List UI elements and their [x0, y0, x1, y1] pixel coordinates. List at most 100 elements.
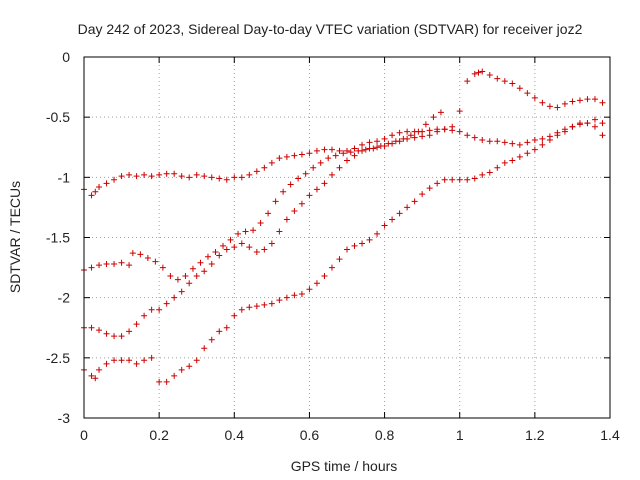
data-point — [197, 259, 204, 266]
data-point — [283, 216, 290, 223]
data-point — [479, 68, 486, 75]
data-point — [268, 240, 275, 247]
data-point — [111, 176, 118, 183]
data-point — [280, 188, 287, 195]
data-point — [276, 228, 283, 235]
data-point — [404, 128, 411, 135]
data-point — [464, 132, 471, 139]
y-tick-label: -0.5 — [46, 109, 70, 125]
data-point — [182, 273, 189, 280]
data-point — [426, 185, 433, 192]
data-point — [328, 146, 335, 153]
data-point — [396, 210, 403, 217]
data-point — [257, 220, 264, 227]
data-point — [163, 170, 170, 177]
data-point — [554, 104, 561, 111]
data-point — [407, 132, 414, 139]
data-point — [167, 273, 174, 280]
data-point — [561, 100, 568, 107]
data-point — [189, 265, 196, 272]
data-point — [576, 120, 583, 127]
data-point — [321, 146, 328, 153]
data-point — [283, 294, 290, 301]
data-point — [201, 345, 208, 352]
data-point — [92, 375, 99, 382]
data-point — [374, 144, 381, 151]
data-point — [118, 173, 125, 180]
data-point — [144, 254, 151, 261]
data-point — [441, 176, 448, 183]
data-points — [81, 68, 606, 385]
data-point — [509, 140, 516, 147]
data-point — [306, 286, 313, 293]
data-point — [111, 260, 118, 267]
data-point — [494, 75, 501, 82]
data-point — [261, 246, 268, 253]
data-point — [464, 176, 471, 183]
data-point — [313, 147, 320, 154]
data-point — [539, 141, 546, 148]
data-point — [569, 123, 576, 130]
data-point — [103, 180, 110, 187]
data-point — [576, 97, 583, 104]
data-point — [96, 183, 103, 190]
data-point — [298, 291, 305, 298]
data-point — [396, 138, 403, 145]
data-point — [501, 139, 508, 146]
data-point — [246, 304, 253, 311]
data-point — [584, 96, 591, 103]
data-point — [261, 164, 268, 171]
y-tick-label: -2 — [58, 290, 71, 306]
data-point — [88, 372, 95, 379]
data-point — [449, 176, 456, 183]
data-point — [208, 174, 215, 181]
data-point — [156, 171, 163, 178]
data-point — [411, 198, 418, 205]
data-point — [178, 288, 185, 295]
data-point — [415, 128, 422, 135]
data-point — [359, 240, 366, 247]
data-point — [204, 253, 211, 260]
data-point — [171, 372, 178, 379]
data-point — [103, 260, 110, 267]
data-point — [88, 324, 95, 331]
data-point — [486, 138, 493, 145]
data-point — [295, 175, 302, 182]
grid — [84, 57, 610, 418]
data-point — [306, 192, 313, 199]
data-point — [328, 171, 335, 178]
data-point — [272, 198, 279, 205]
x-tick-label: 1.2 — [525, 427, 545, 443]
data-point — [268, 159, 275, 166]
data-point — [268, 300, 275, 307]
data-point — [374, 230, 381, 237]
data-point — [434, 180, 441, 187]
data-point — [501, 159, 508, 166]
data-point — [321, 273, 328, 280]
data-point — [212, 248, 219, 255]
data-point — [479, 137, 486, 144]
data-point — [359, 147, 366, 154]
data-point — [310, 164, 317, 171]
data-point — [156, 306, 163, 313]
data-point — [317, 159, 324, 166]
data-point — [554, 132, 561, 139]
data-point — [479, 171, 486, 178]
data-point — [133, 173, 140, 180]
data-point — [216, 252, 223, 259]
data-point — [220, 242, 227, 249]
data-point — [208, 260, 215, 267]
y-tick-label: -3 — [58, 410, 71, 426]
data-point — [186, 363, 193, 370]
data-point — [471, 134, 478, 141]
data-point — [475, 69, 482, 76]
data-point — [96, 327, 103, 334]
data-point — [524, 90, 531, 97]
data-point — [374, 138, 381, 145]
data-point — [118, 259, 125, 266]
x-tick-label: 0.6 — [300, 427, 320, 443]
data-point — [171, 170, 178, 177]
data-point — [276, 155, 283, 162]
y-axis-label: SDTVAR / TECUs — [7, 181, 23, 293]
